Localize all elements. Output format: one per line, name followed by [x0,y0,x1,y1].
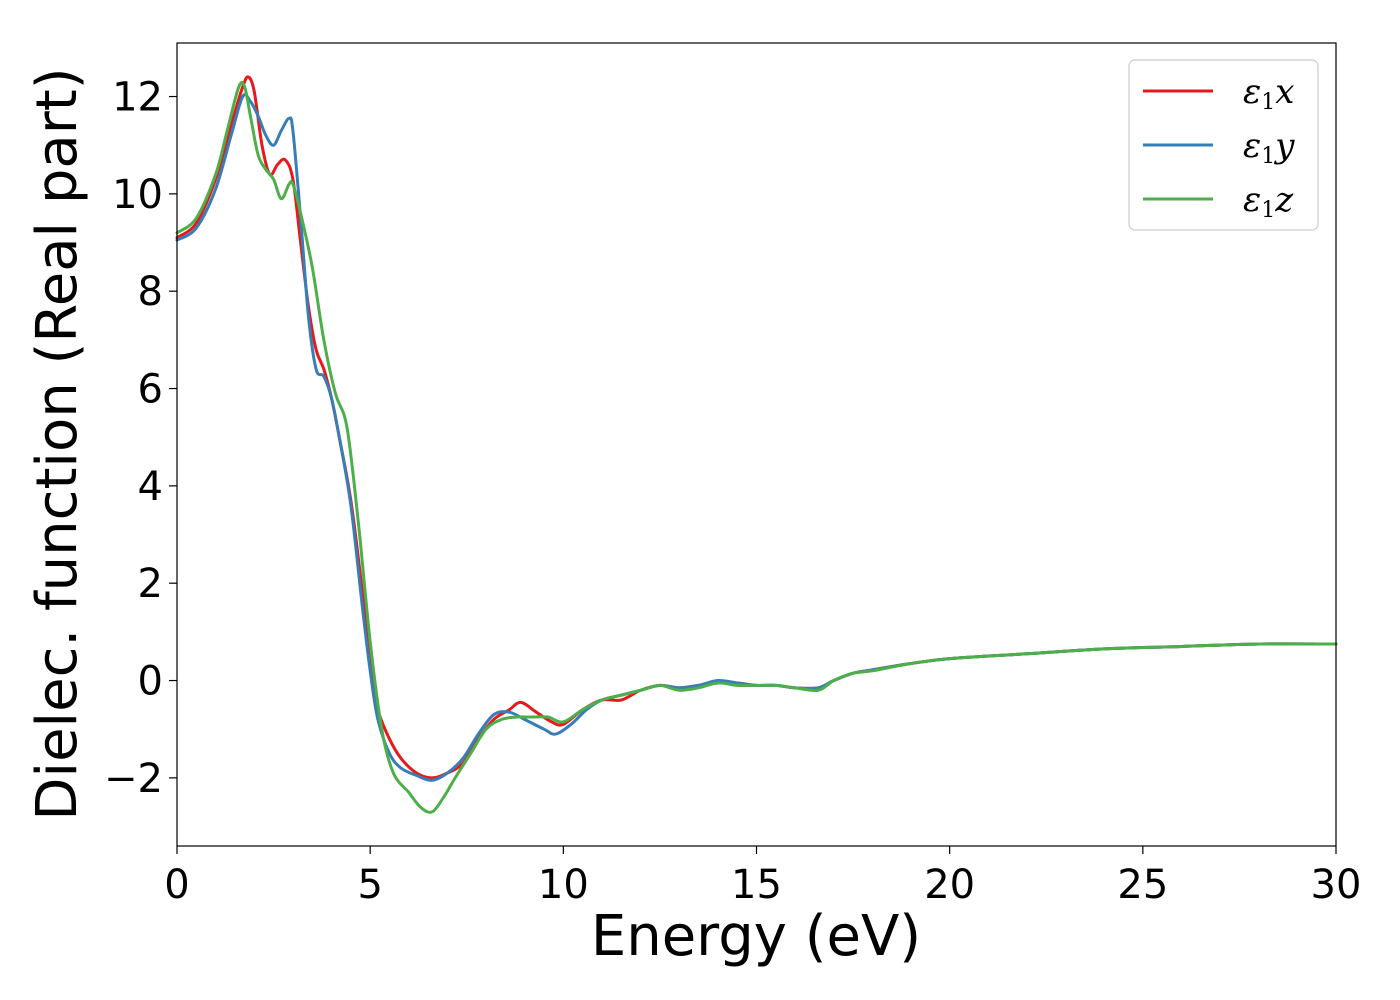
y-axis: −2 0 2 4 6 8 10 12 [104,75,177,802]
y-tick-label: −2 [104,756,163,802]
series-line-z [175,80,1338,814]
x-axis: 0 5 10 15 20 25 30 [164,846,1361,908]
legend: ε1x ε1y ε1z [1128,59,1319,231]
x-tick-label: 15 [731,862,782,908]
legend-box [1128,59,1319,231]
y-tick-label: 0 [138,659,163,705]
x-tick-label: 5 [357,862,382,908]
y-axis-title: Dielec. function (Real part) [25,67,90,820]
series-layer [175,75,1338,814]
y-tick-label: 12 [112,75,163,121]
x-tick-label: 20 [924,862,975,908]
y-tick-label: 10 [112,172,163,218]
legend-label-z: ε1z [1243,180,1294,223]
x-axis-title: Energy (eV) [591,904,921,969]
y-tick-label: 6 [138,367,163,413]
x-tick-label: 25 [1117,862,1168,908]
legend-label-x: ε1x [1243,72,1294,115]
legend-label-y: ε1y [1243,126,1295,169]
x-tick-label: 10 [538,862,589,908]
y-tick-label: 2 [138,561,163,607]
x-tick-label: 30 [1311,862,1362,908]
x-tick-label: 0 [164,862,189,908]
y-tick-label: 8 [138,269,163,315]
y-tick-label: 4 [138,464,163,510]
